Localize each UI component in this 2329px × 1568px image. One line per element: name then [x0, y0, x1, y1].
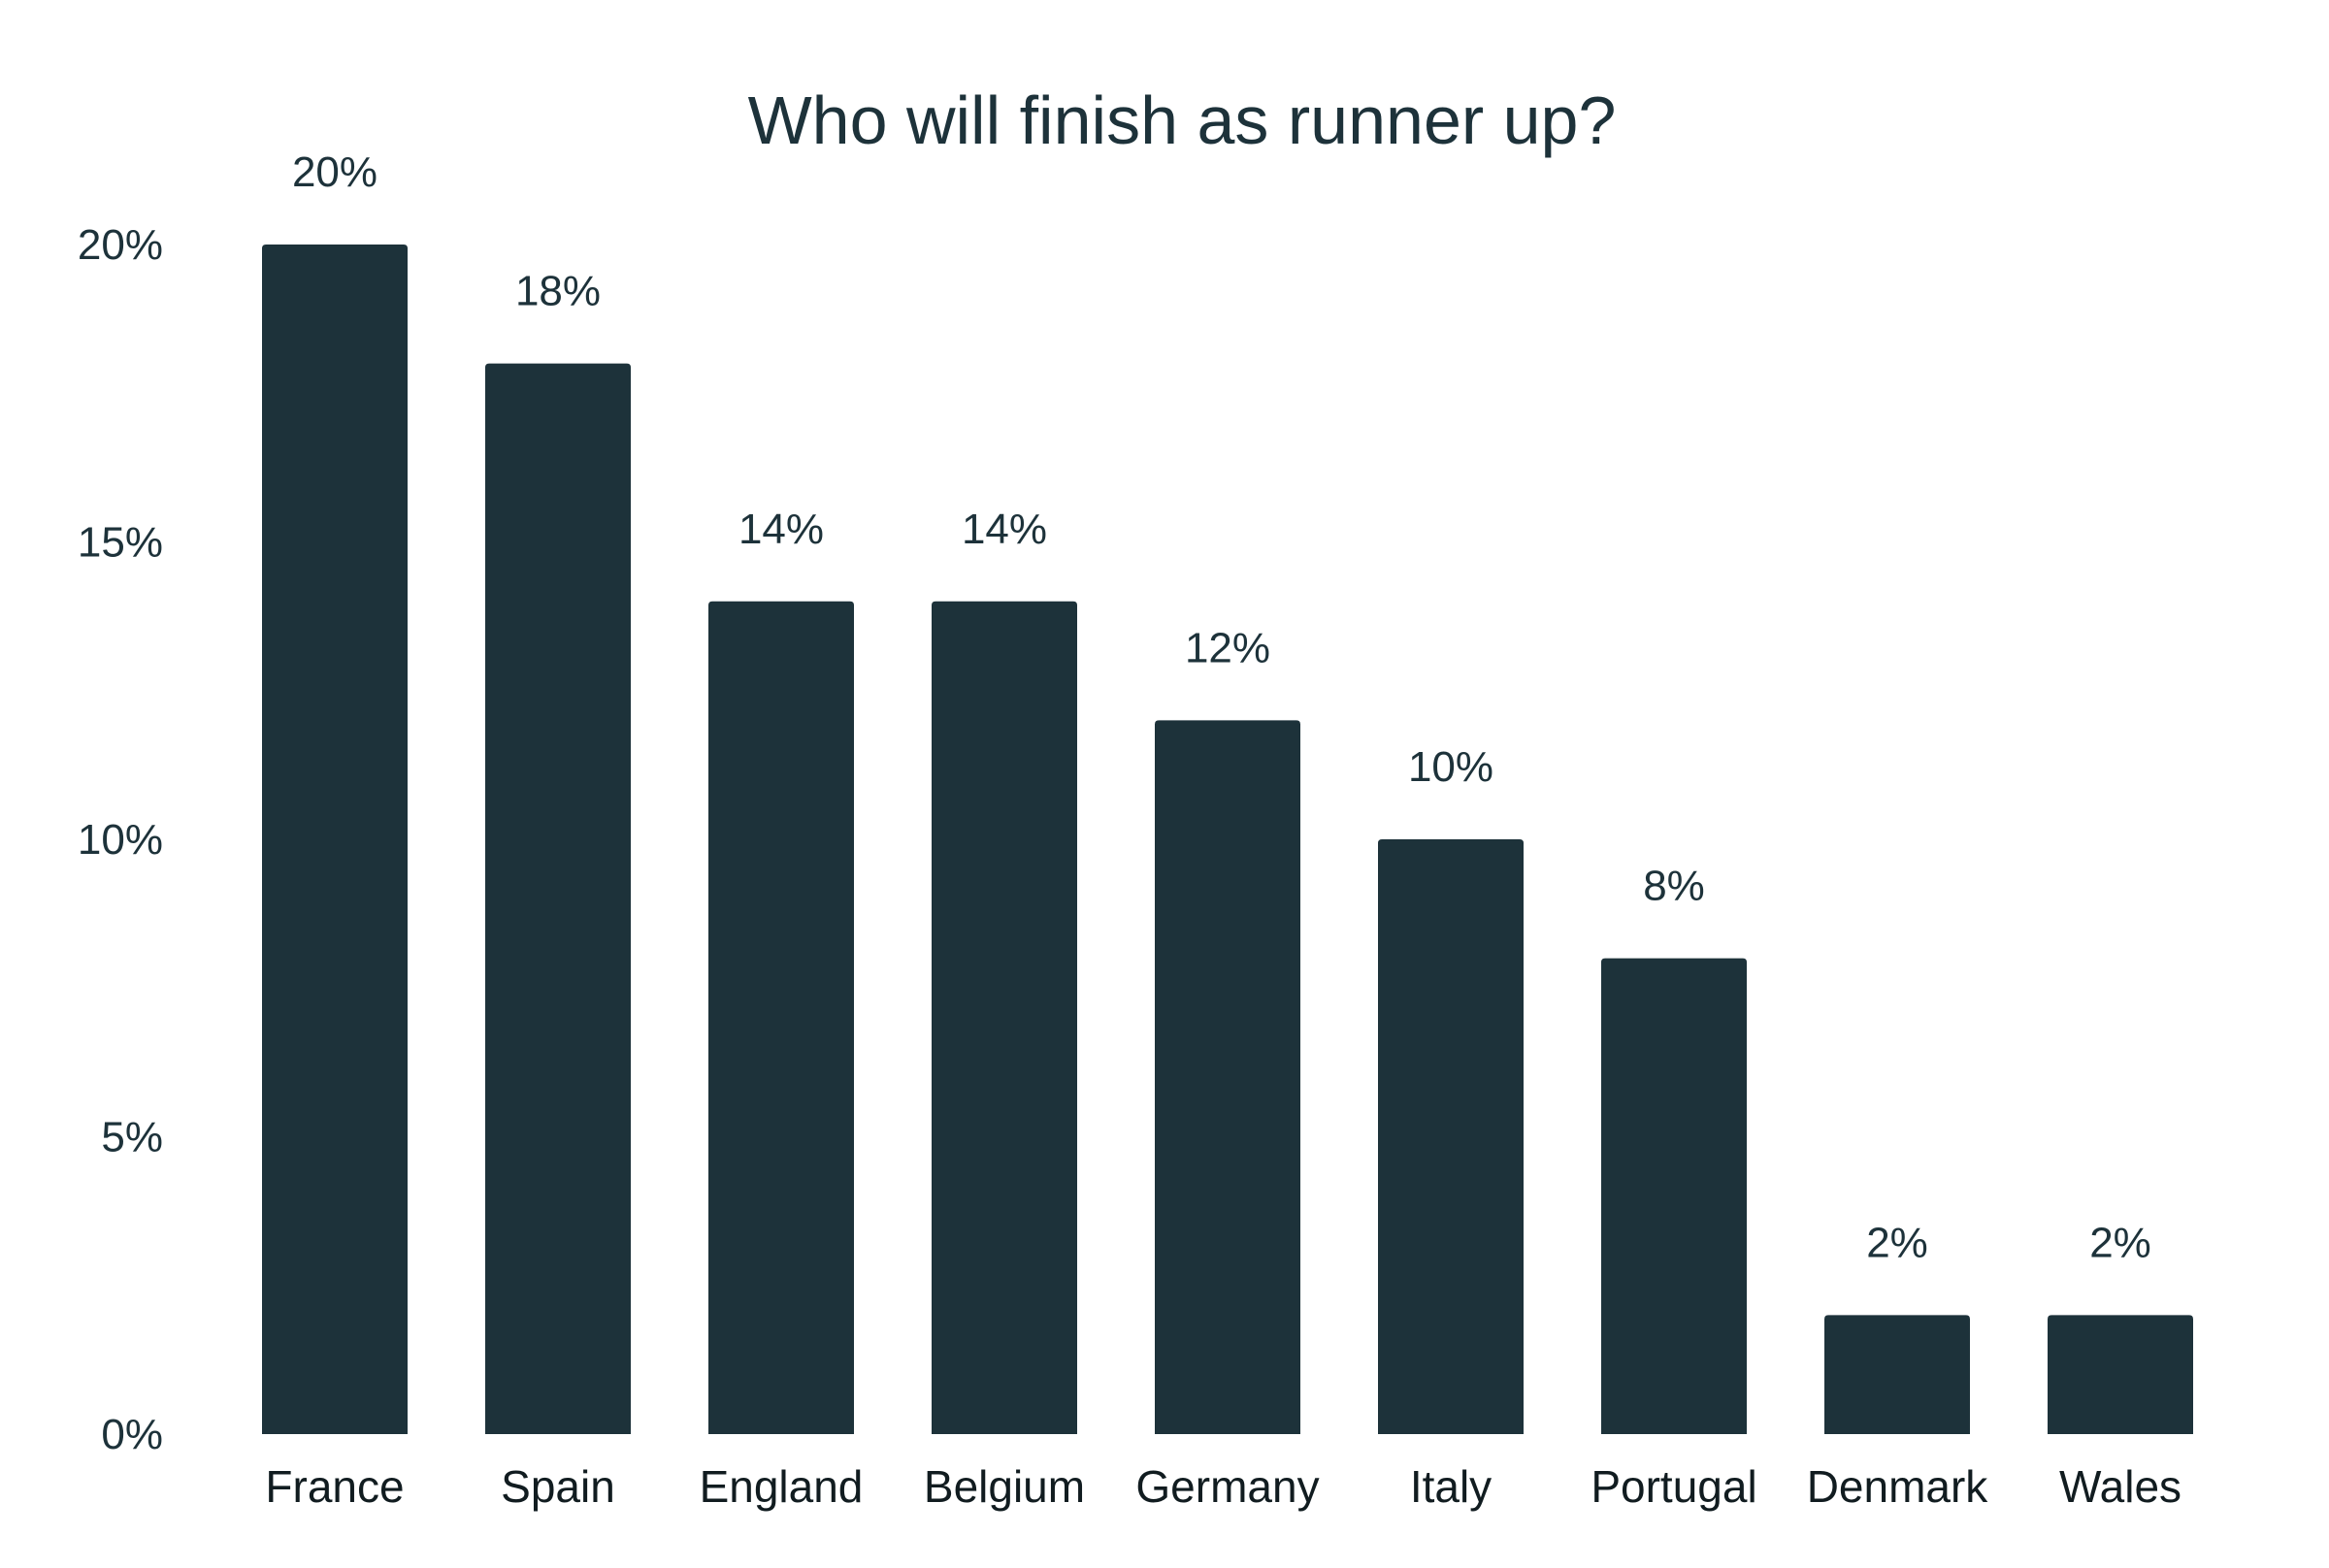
data-label-wales: 2% — [2089, 1219, 2151, 1266]
data-label-belgium: 14% — [962, 506, 1047, 553]
y-tick-label-2: 10% — [78, 816, 163, 864]
bar-italy — [1378, 839, 1524, 1434]
bar-wales — [2048, 1315, 2193, 1434]
x-tick-label-italy: Italy — [1410, 1461, 1492, 1512]
data-labels-group: 20% 18% 14% 14% 12% 10% 8% 2% 2% — [292, 148, 2151, 1266]
data-label-germany: 12% — [1185, 624, 1270, 671]
y-tick-label-3: 15% — [78, 519, 163, 567]
x-tick-label-belgium: Belgium — [924, 1461, 1085, 1512]
y-tick-label-4: 20% — [78, 221, 163, 269]
bar-spain — [485, 363, 631, 1435]
y-tick-label-1: 5% — [101, 1114, 163, 1161]
x-tick-label-france: France — [265, 1461, 404, 1512]
bars-group — [262, 245, 2193, 1435]
x-tick-label-england: England — [700, 1461, 864, 1512]
x-tick-label-denmark: Denmark — [1807, 1461, 1989, 1512]
x-tick-label-wales: Wales — [2059, 1461, 2181, 1512]
x-tick-label-portugal: Portugal — [1591, 1461, 1756, 1512]
data-label-spain: 18% — [515, 268, 601, 315]
bar-france — [262, 245, 408, 1434]
x-axis: France Spain England Belgium Germany Italy Por… — [265, 1461, 2181, 1512]
bar-portugal — [1601, 958, 1747, 1434]
bar-belgium — [932, 601, 1077, 1434]
x-tick-label-germany: Germany — [1135, 1461, 1319, 1512]
y-tick-label-0: 0% — [101, 1411, 163, 1458]
y-axis: 0% 5% 10% 15% 20% — [78, 221, 163, 1458]
bar-england — [708, 601, 854, 1434]
bar-germany — [1155, 720, 1300, 1434]
data-label-denmark: 2% — [1866, 1219, 1928, 1266]
bar-denmark — [1824, 1315, 1970, 1434]
data-label-portugal: 8% — [1643, 863, 1705, 910]
data-label-italy: 10% — [1408, 743, 1493, 791]
x-tick-label-spain: Spain — [501, 1461, 615, 1512]
chart-title: Who will finish as runner up? — [748, 82, 1617, 158]
data-label-france: 20% — [292, 148, 377, 196]
data-label-england: 14% — [738, 506, 824, 553]
